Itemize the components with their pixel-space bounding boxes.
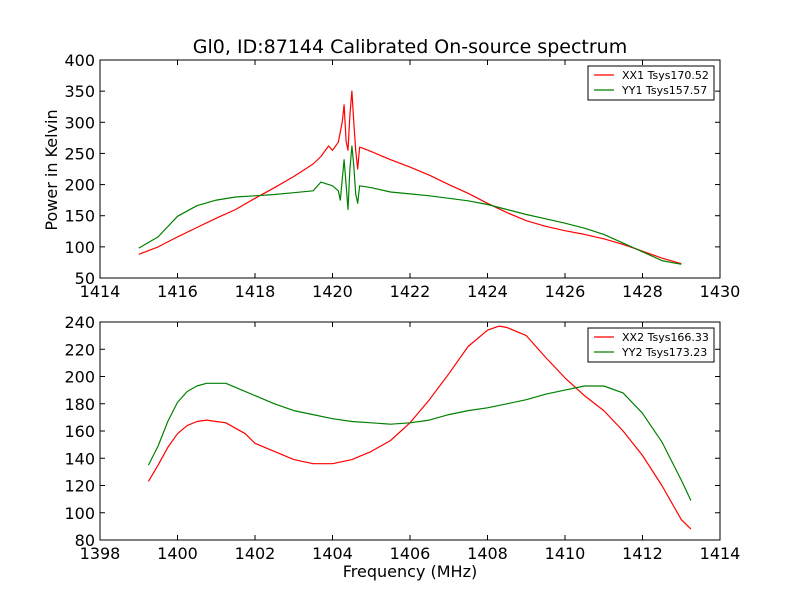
bottom-chart-y-tick-label: 120	[64, 477, 95, 496]
top-chart-x-axis: 1414 1416 1418 1420 1422 1424 1426 1428 1430	[80, 60, 741, 301]
bottom-chart-series-1-line	[147, 325, 692, 530]
top-chart-x-tick-label: 1430	[700, 282, 741, 301]
bottom-chart-x-tick-label: 1408	[467, 544, 508, 563]
bottom-chart-y-tick-label: 200	[64, 368, 95, 387]
bottom-chart-legend: XX2 Tsys166.33 YY2 Tsys173.23	[587, 327, 715, 363]
bottom-chart: Frequency (MHz) 1398 1400 1402 1404 1406 1408…	[64, 313, 740, 581]
top-chart-x-tick-label: 1416	[157, 282, 198, 301]
top-chart-y-tick-label: 50	[75, 269, 95, 288]
bottom-chart-x-axis-label: Frequency (MHz)	[343, 562, 477, 581]
top-chart-x-tick-label: 1426	[545, 282, 586, 301]
bottom-chart-x-tick-label: 1400	[157, 544, 198, 563]
bottom-chart-x-tick-label: 1398	[80, 544, 121, 563]
top-chart-y-tick-label: 250	[64, 144, 95, 163]
bottom-chart-x-tick-label: 1404	[312, 544, 353, 563]
top-chart-y-axis-label: Power in Kelvin	[42, 109, 61, 230]
top-chart-series-1-line	[138, 90, 682, 265]
bottom-chart-y-tick-label: 240	[64, 313, 95, 332]
bottom-chart-x-tick-label: 1414	[700, 544, 741, 563]
bottom-chart-legend-label-2: YY2 Tsys173.23	[621, 346, 707, 359]
top-chart-title: Gl0, ID:87144 Calibrated On-source spect…	[193, 36, 627, 58]
bottom-chart-y-tick-label: 140	[64, 449, 95, 468]
top-chart-y-tick-label: 400	[64, 51, 95, 70]
bottom-chart-y-tick-label: 100	[64, 504, 95, 523]
top-chart-legend-label-1: XX1 Tsys170.52	[622, 69, 709, 82]
top-chart-y-tick-label: 200	[64, 176, 95, 195]
bottom-chart-series-2-line	[147, 382, 692, 501]
top-chart-x-tick-label: 1424	[467, 282, 508, 301]
top-chart-y-tick-label: 300	[64, 113, 95, 132]
top-chart-y-tick-label: 350	[64, 82, 95, 101]
top-chart-x-tick-label: 1422	[390, 282, 431, 301]
top-chart-x-tick-label: 1428	[622, 282, 663, 301]
bottom-chart-y-tick-label: 180	[64, 395, 95, 414]
top-chart: Gl0, ID:87144 Calibrated On-source spect…	[42, 36, 740, 301]
top-chart-x-tick-label: 1420	[312, 282, 353, 301]
top-chart-y-tick-label: 150	[64, 207, 95, 226]
top-chart-y-axis: 50 100 150 200 250 300 350 400	[64, 51, 720, 288]
top-chart-series-layer	[138, 90, 682, 265]
bottom-chart-y-tick-label: 160	[64, 422, 95, 441]
bottom-chart-legend-label-1: XX2 Tsys166.33	[622, 331, 709, 344]
top-chart-legend-label-2: YY1 Tsys157.57	[621, 84, 707, 97]
top-chart-legend-box	[587, 65, 715, 101]
bottom-chart-y-tick-label: 80	[75, 531, 95, 550]
top-chart-y-tick-label: 100	[64, 238, 95, 257]
bottom-chart-x-tick-label: 1410	[545, 544, 586, 563]
top-chart-legend: XX1 Tsys170.52 YY1 Tsys157.57	[587, 65, 715, 101]
bottom-chart-series-layer	[147, 325, 692, 530]
top-chart-series-2-line	[138, 145, 682, 265]
bottom-chart-x-tick-label: 1412	[622, 544, 663, 563]
top-chart-x-tick-label: 1414	[80, 282, 121, 301]
bottom-chart-x-tick-label: 1402	[235, 544, 276, 563]
bottom-chart-y-tick-label: 220	[64, 340, 95, 359]
bottom-chart-y-axis: 80 100 120 140 160 180 200 220 240	[64, 313, 720, 550]
bottom-chart-legend-box	[587, 327, 715, 363]
top-chart-x-tick-label: 1418	[235, 282, 276, 301]
bottom-chart-x-axis: 1398 1400 1402 1404 1406 1408 1410 1412 1414	[80, 322, 741, 563]
bottom-chart-x-tick-label: 1406	[390, 544, 431, 563]
